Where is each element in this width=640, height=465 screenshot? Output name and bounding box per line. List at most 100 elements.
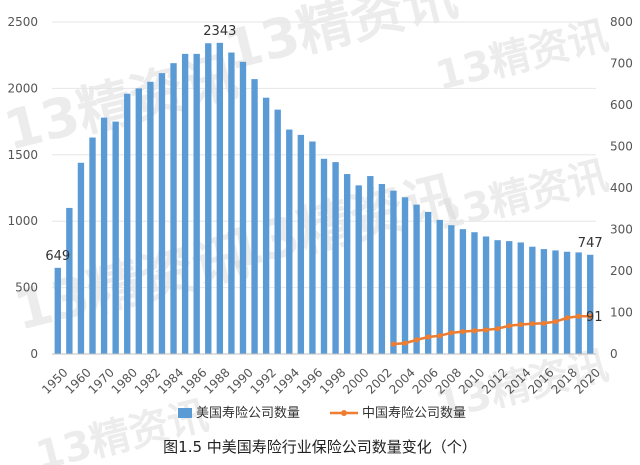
bar-data-label: 747 bbox=[578, 236, 603, 251]
x-tick-label: 1970 bbox=[86, 365, 117, 396]
legend-marker-cn bbox=[341, 410, 347, 416]
y-right-tick-label: 500 bbox=[610, 140, 633, 154]
bar bbox=[274, 109, 281, 354]
x-tick-label: 1992 bbox=[248, 365, 279, 396]
x-tick-label: 2004 bbox=[386, 365, 417, 396]
bar bbox=[286, 129, 293, 354]
bar bbox=[343, 174, 351, 354]
bar bbox=[424, 211, 432, 354]
x-tick-label: 1960 bbox=[62, 365, 93, 396]
bar bbox=[193, 53, 200, 354]
bar bbox=[205, 43, 212, 355]
bar-data-label: 2343 bbox=[203, 24, 236, 39]
watermark-text: 13精资讯 bbox=[431, 153, 613, 240]
bar bbox=[147, 81, 154, 354]
line-point bbox=[471, 328, 478, 334]
bar bbox=[124, 93, 131, 354]
x-tick-label: 1998 bbox=[317, 365, 348, 396]
bar bbox=[459, 229, 467, 354]
bar-series-us bbox=[54, 42, 594, 355]
legend-swatch-us bbox=[178, 408, 192, 418]
x-tick-label: 1990 bbox=[224, 365, 255, 396]
y-right-tick-label: 300 bbox=[610, 223, 633, 237]
bar bbox=[517, 242, 524, 354]
bar bbox=[297, 134, 305, 354]
bar bbox=[367, 176, 374, 354]
y-left-tick-label: 2000 bbox=[7, 81, 38, 95]
x-tick-label: 1994 bbox=[271, 365, 302, 396]
watermark-text: 13精资讯 bbox=[218, 0, 463, 83]
bar bbox=[158, 73, 166, 355]
line-point bbox=[448, 330, 454, 336]
bar bbox=[587, 254, 594, 354]
x-tick-label: 1980 bbox=[109, 365, 140, 396]
line-point bbox=[587, 313, 593, 319]
line-point bbox=[390, 341, 397, 347]
line-point bbox=[529, 321, 535, 327]
bar bbox=[540, 249, 548, 354]
bar bbox=[332, 162, 339, 354]
bar bbox=[89, 137, 96, 354]
bar bbox=[251, 79, 258, 354]
y-axis-right: 0 100 200 300 400 500 600 700 800 bbox=[610, 15, 633, 361]
line-point bbox=[460, 328, 466, 335]
line-path bbox=[393, 314, 591, 346]
bar bbox=[471, 232, 478, 354]
line-point bbox=[402, 340, 408, 346]
line-point bbox=[541, 320, 547, 326]
x-tick-label: 1950 bbox=[39, 365, 70, 396]
y-left-tick-label: 0 bbox=[30, 347, 38, 361]
line-point bbox=[495, 326, 501, 332]
line-point bbox=[518, 321, 524, 328]
y-right-tick-label: 200 bbox=[610, 264, 633, 278]
bar bbox=[436, 219, 443, 354]
y-left-tick-label: 1500 bbox=[7, 148, 38, 162]
bar bbox=[413, 204, 420, 354]
x-tick-label: 1982 bbox=[132, 365, 163, 396]
line-point bbox=[483, 327, 489, 333]
bar bbox=[54, 267, 61, 354]
x-tick-label: 1988 bbox=[201, 365, 232, 396]
bar bbox=[401, 197, 409, 354]
y-left-tick-label: 2500 bbox=[7, 15, 38, 29]
bar bbox=[355, 185, 362, 354]
y-right-tick-label: 800 bbox=[610, 15, 633, 29]
bar bbox=[320, 158, 328, 354]
bar bbox=[100, 117, 108, 354]
figure-caption: 图1.5 中美国寿险行业保险公司数量变化（个） bbox=[163, 438, 477, 456]
legend-label-us: 美国寿险公司数量 bbox=[196, 406, 300, 421]
bar bbox=[77, 162, 85, 354]
data-labels: 649 2343 747 91 bbox=[45, 24, 602, 325]
bar bbox=[216, 42, 224, 354]
x-tick-label: 1996 bbox=[294, 365, 325, 396]
x-tick-label: 1986 bbox=[178, 365, 209, 396]
bar bbox=[529, 246, 536, 354]
x-tick-label: 2002 bbox=[363, 365, 394, 396]
watermark-text: 13精资讯 bbox=[8, 224, 253, 343]
bar bbox=[66, 207, 73, 354]
y-right-tick-label: 0 bbox=[610, 347, 618, 361]
legend: 美国寿险公司数量 中国寿险公司数量 bbox=[178, 406, 466, 421]
line-series-cn bbox=[390, 313, 593, 347]
line-point bbox=[564, 315, 570, 321]
line-point bbox=[437, 333, 443, 339]
bar bbox=[135, 88, 142, 355]
bar bbox=[170, 63, 177, 354]
line-point bbox=[576, 313, 582, 319]
line-data-label: 91 bbox=[586, 310, 603, 325]
bar bbox=[112, 121, 119, 354]
bar bbox=[575, 252, 582, 354]
bar bbox=[482, 236, 490, 354]
bar bbox=[494, 240, 501, 354]
y-right-tick-label: 700 bbox=[610, 57, 633, 71]
y-left-tick-label: 500 bbox=[15, 281, 38, 295]
bar bbox=[552, 250, 559, 354]
bar bbox=[239, 61, 247, 355]
x-tick-label: 1984 bbox=[155, 365, 186, 396]
line-point bbox=[552, 319, 559, 325]
bar bbox=[563, 251, 571, 354]
line-point bbox=[425, 334, 431, 340]
bar-data-label: 649 bbox=[45, 249, 70, 264]
bar bbox=[262, 97, 270, 355]
